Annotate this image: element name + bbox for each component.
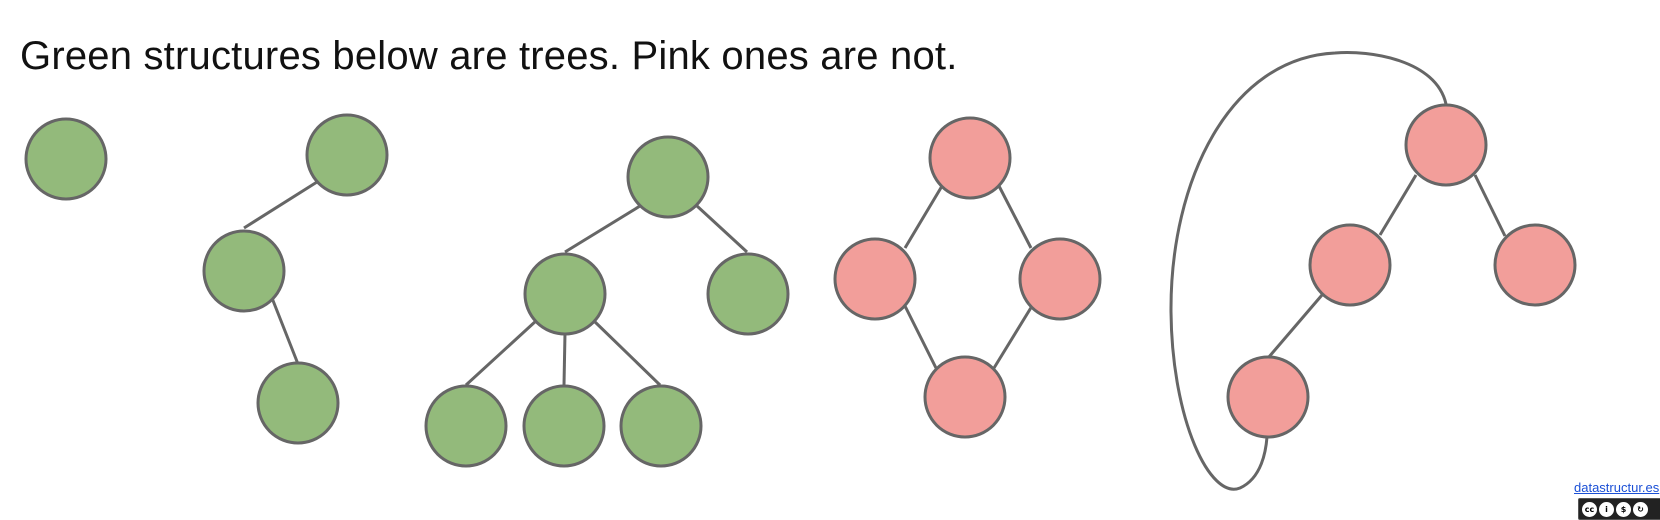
tree-node [522, 384, 606, 468]
non-tree-edge [903, 185, 944, 249]
tree-node [626, 135, 710, 219]
non-tree-node [833, 237, 917, 321]
loop-edge [1169, 51, 1448, 491]
non-tree-node [1493, 223, 1577, 307]
tree-node [24, 117, 108, 201]
tree-node [256, 361, 340, 445]
branching-tree [424, 135, 790, 468]
nc-icon: $ [1616, 501, 1631, 517]
cc-icon: cc [1582, 501, 1597, 517]
non-tree-edge [992, 305, 1034, 369]
non-tree-edge [903, 305, 938, 369]
non-tree-edge [1266, 294, 1324, 359]
looped-structure [1169, 51, 1577, 491]
tree-node [619, 384, 703, 468]
non-tree-edge [997, 185, 1033, 249]
non-tree-node [1018, 237, 1102, 321]
tree-node [305, 113, 389, 197]
tree-edge [695, 204, 749, 254]
tree-node [424, 384, 508, 468]
cc-license-badge[interactable]: cc i $ ↻ [1578, 498, 1660, 520]
tree-edge [591, 318, 662, 387]
non-tree-edge [1473, 174, 1507, 237]
chain-tree [202, 113, 389, 445]
tree-edge [562, 332, 567, 386]
non-tree-node [1226, 355, 1310, 439]
tree-edge [270, 297, 300, 365]
non-tree-node [928, 116, 1012, 200]
non-tree-node [923, 355, 1007, 439]
tree-edge [464, 318, 539, 387]
tree-node [202, 229, 286, 313]
non-tree-edge [1378, 174, 1418, 236]
by-icon: i [1599, 501, 1614, 517]
datastructur-es-link[interactable]: datastructur.es [1574, 480, 1660, 495]
diamond-cycle [833, 116, 1102, 439]
non-tree-node [1308, 223, 1392, 307]
tree-edge [243, 180, 318, 230]
sa-icon: ↻ [1633, 501, 1648, 517]
non-tree-node [1404, 103, 1488, 187]
tree-node [523, 252, 607, 336]
page-title: Green structures below are trees. Pink o… [20, 34, 958, 78]
tree-edge [564, 204, 641, 254]
tree-node [706, 252, 790, 336]
single-node-tree [24, 117, 108, 201]
